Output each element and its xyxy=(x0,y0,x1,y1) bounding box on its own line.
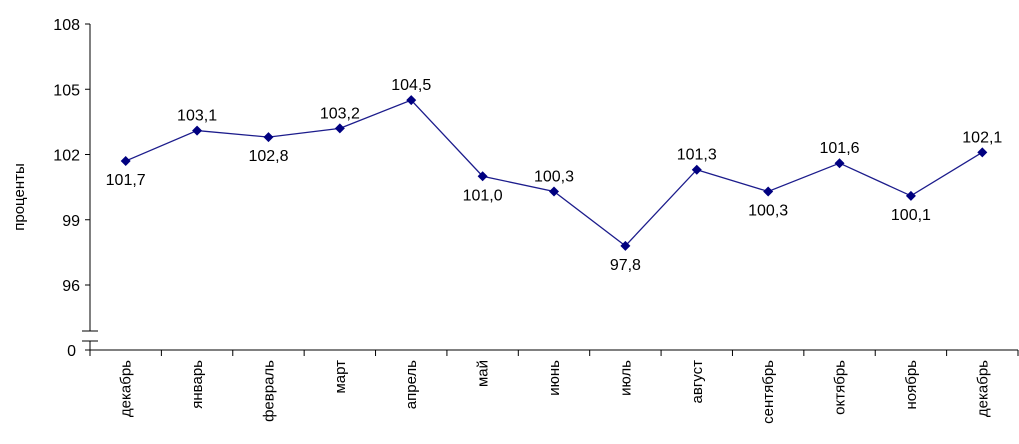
data-label: 101,7 xyxy=(106,172,146,189)
y-axis-label: проценты xyxy=(11,163,28,231)
y-tick-label: 108 xyxy=(53,17,80,34)
x-tick-label: декабрь xyxy=(974,360,991,417)
y-tick-labels: 96 99 102 105 108 0 xyxy=(53,17,80,360)
data-label: 102,8 xyxy=(248,148,288,165)
data-point-marker xyxy=(334,123,345,134)
y-tick-label: 105 xyxy=(53,82,80,99)
x-tick-label: июль xyxy=(617,360,634,396)
data-label: 103,2 xyxy=(320,105,360,122)
x-tick-label: апрель xyxy=(403,360,420,409)
x-tick-label: август xyxy=(689,360,706,404)
data-label: 101,3 xyxy=(677,147,717,164)
data-point-marker xyxy=(691,164,702,175)
data-label: 100,1 xyxy=(891,207,931,224)
data-label: 97,8 xyxy=(610,257,641,274)
data-point-marker xyxy=(834,158,845,169)
x-tick-label: февраль xyxy=(260,360,277,422)
data-point-marker xyxy=(905,190,916,201)
data-label: 104,5 xyxy=(391,77,431,94)
x-tick-label: ноябрь xyxy=(903,360,920,410)
data-points xyxy=(120,95,988,251)
x-tick-label: сентябрь xyxy=(760,360,777,424)
data-point-marker xyxy=(120,156,131,167)
data-label: 103,1 xyxy=(177,108,217,125)
x-tick-label: май xyxy=(475,360,492,387)
axes xyxy=(82,23,1019,356)
data-point-marker xyxy=(763,186,774,197)
data-point-marker xyxy=(620,240,631,251)
data-point-marker xyxy=(406,95,417,106)
data-point-marker xyxy=(549,186,559,197)
y-tick-label: 0 xyxy=(67,343,76,360)
y-tick-label: 96 xyxy=(62,278,80,295)
data-label: 100,3 xyxy=(534,168,574,185)
data-point-marker xyxy=(263,132,274,143)
x-tick-label: июнь xyxy=(546,360,563,396)
x-tick-label: март xyxy=(332,360,349,394)
x-tick-label: декабрь xyxy=(118,360,135,417)
data-point-marker xyxy=(192,125,203,136)
data-label: 100,3 xyxy=(748,202,788,219)
x-tick-label: октябрь xyxy=(832,360,849,415)
x-tick-label: январь xyxy=(189,360,206,409)
data-labels: 101,7 103,1 102,8 103,2 104,5 101,0 100,3 97,8 1… xyxy=(106,77,1003,274)
data-label: 102,1 xyxy=(962,129,1002,146)
data-point-marker xyxy=(477,171,488,182)
y-tick-label: 99 xyxy=(62,213,80,230)
y-tick-label: 102 xyxy=(53,148,80,165)
data-point-marker xyxy=(977,147,988,158)
x-tick-labels: декабрь январь февраль март апрель май июнь июл… xyxy=(118,360,992,424)
data-label: 101,6 xyxy=(820,140,860,157)
data-label: 101,0 xyxy=(463,187,503,204)
